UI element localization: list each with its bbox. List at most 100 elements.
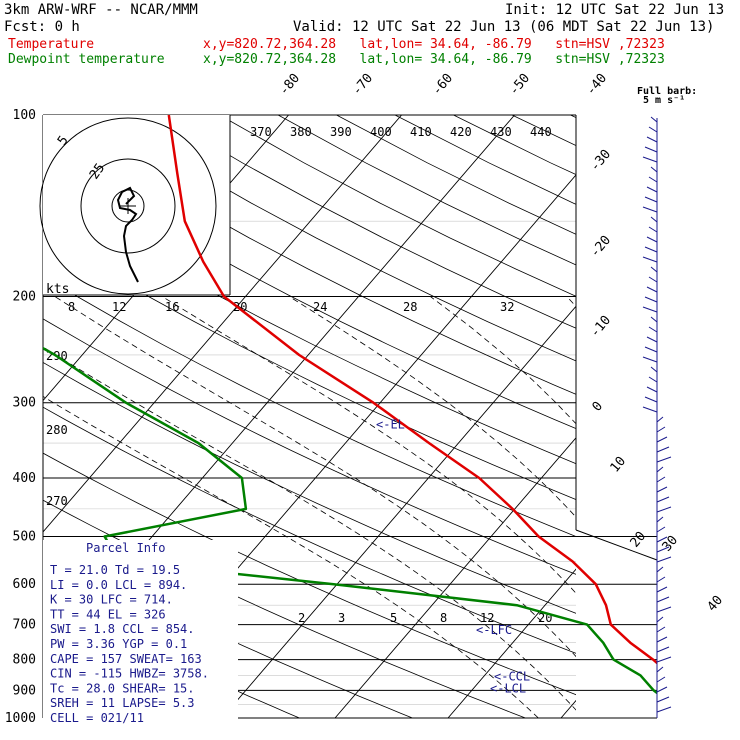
wind-barb: [642, 306, 658, 313]
wind-barb: [646, 236, 658, 243]
wind-barb: [644, 196, 658, 203]
wind-barb: [644, 146, 658, 153]
moist-adiabat: [566, 296, 576, 308]
profile-layer: [43, 115, 657, 695]
wind-barb: [656, 606, 672, 613]
mixing-ratio-label-32: 32: [500, 300, 514, 314]
annotation-el: <-EL: [376, 417, 405, 431]
wind-barb: [656, 516, 664, 523]
isotherm-line: [221, 305, 576, 718]
barb-title: Full barb:: [637, 86, 697, 97]
parcel-info-frame: [43, 540, 238, 720]
dewpoint-legend: Dewpoint temperature: [8, 52, 165, 67]
wind-barb: [656, 706, 672, 713]
wind-barb: [656, 426, 666, 433]
barb-subtitle: 5 m s⁻¹: [643, 95, 685, 106]
pressure-label-500: 500: [13, 529, 36, 544]
wind-barb: [656, 586, 668, 593]
wind-barb: [644, 346, 658, 353]
annotation-lcl: <-LCL: [490, 682, 526, 696]
wind-barb: [650, 366, 658, 373]
hodograph-ring-label-25: 25: [87, 161, 108, 182]
dry-adiabat: [160, 115, 576, 329]
moist-adiabat: [43, 395, 539, 718]
wind-barb: [646, 286, 658, 293]
wind-barb: [656, 616, 664, 623]
theta-e-label-440: 440: [530, 125, 552, 139]
parcel-info-row: CELL = 021/11: [50, 711, 144, 725]
wind-barb: [656, 526, 666, 533]
parcel-info-row: LI = 0.0 LCL = 894.: [50, 578, 187, 592]
parcel-info-row: SWI = 1.8 CCL = 854.: [50, 622, 195, 636]
wind-barb: [648, 126, 658, 133]
wind-barb: [642, 156, 658, 163]
isotherm-line: [43, 115, 402, 533]
mixing-ratio-label-low-5: 5: [390, 611, 397, 625]
wind-barb: [650, 316, 658, 323]
wind-barb: [646, 186, 658, 193]
wind-barb: [656, 696, 670, 703]
isotherm-label-20: 20: [628, 529, 650, 551]
pressure-label-200: 200: [13, 290, 36, 305]
isotherm-label-0: 0: [590, 399, 607, 415]
wind-barb: [656, 456, 672, 463]
temperature-location: x,y=820.72,364.28 lat,lon= 34.64, -86.79…: [203, 37, 665, 52]
parcel-info-row: PW = 3.36 YGP = 0.1: [50, 637, 187, 651]
wind-barb: [656, 476, 666, 483]
hodograph-units: kts: [46, 282, 69, 297]
mixing-ratio-label-12: 12: [112, 300, 126, 314]
wind-barb: [648, 226, 658, 233]
hodograph: 525: [39, 115, 231, 296]
theta-e-label-430: 430: [490, 125, 512, 139]
wind-barb: [650, 166, 658, 173]
isotherm-line: [560, 699, 576, 718]
temperature-profile: [167, 115, 657, 665]
pressure-label-400: 400: [13, 471, 36, 486]
isotherm-label--10: -10: [588, 313, 615, 341]
dry-adiabat: [570, 115, 576, 118]
wind-barb: [646, 386, 658, 393]
mixing-ratio-label-low-8: 8: [440, 611, 447, 625]
wind-barb: [648, 276, 658, 283]
wind-barb: [656, 646, 670, 653]
wind-barb: [650, 266, 658, 273]
wind-barb: [656, 636, 668, 643]
wind-barb: [656, 496, 670, 503]
wind-barb: [656, 566, 664, 573]
pressure-label-900: 900: [13, 683, 36, 698]
parcel-info-title: Parcel Info: [86, 541, 165, 555]
mixing-ratio-label-low-12: 12: [480, 611, 494, 625]
pressure-label-800: 800: [13, 653, 36, 668]
wind-barb: [648, 326, 658, 333]
isotherm-line: [674, 115, 740, 718]
isotherm-line: [447, 568, 576, 718]
wind-barb: [656, 656, 672, 663]
dry-adiabat: [102, 115, 576, 362]
theta-e-label-380: 380: [290, 125, 312, 139]
isotherm-line: [334, 437, 576, 718]
pressure-label-700: 700: [13, 618, 36, 633]
isotherm-label--20: -20: [588, 233, 615, 261]
isotherm-label--30: -30: [588, 147, 615, 175]
moist-adiabat: [161, 296, 576, 594]
wind-barb-column: [642, 116, 672, 718]
mixing-ratio-label-24: 24: [313, 300, 327, 314]
parcel-info-row: T = 21.0 Td = 19.5: [50, 563, 180, 577]
dry-adiabat: [43, 361, 576, 614]
pressure-label-1000: 1000: [5, 711, 36, 726]
init-time: Init: 12 UTC Sat 22 Jun 13: [505, 2, 724, 18]
dry-adiabat: [511, 115, 576, 147]
wind-barb: [656, 446, 670, 453]
theta-e-label-420: 420: [450, 125, 472, 139]
isotherm-label-30: 30: [660, 533, 682, 555]
wind-barb: [656, 596, 670, 603]
wind-barb: [646, 336, 658, 343]
wind-barb: [642, 406, 658, 413]
dry-adiabat: [629, 115, 740, 718]
wind-barb: [656, 676, 666, 683]
dry-adiabat: [43, 152, 576, 430]
dry-adiabat: [43, 115, 576, 395]
wind-barb: [656, 576, 666, 583]
wind-barb: [656, 436, 668, 443]
